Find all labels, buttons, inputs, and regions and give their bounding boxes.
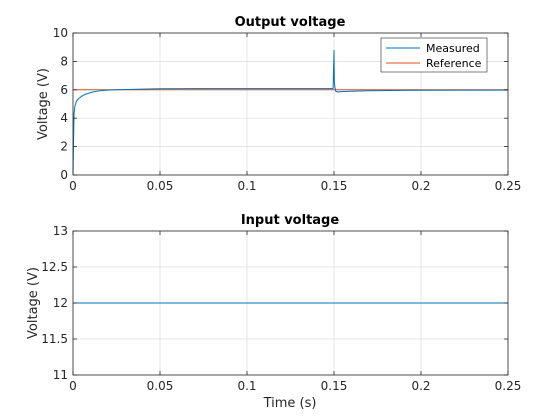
y-tick-label: 12	[53, 296, 68, 310]
x-axis-label: Time (s)	[263, 396, 317, 411]
x-tick-label: 0.25	[495, 379, 522, 393]
ticks: 0 0.05 0.1 0.15 0.2 0.25 0 2 4 6 8 10	[53, 26, 522, 193]
plot-box	[72, 32, 509, 176]
y-axis-label: Voltage (V)	[36, 68, 51, 140]
x-tick-label: 0.1	[237, 179, 256, 193]
chart-title: Output voltage	[235, 15, 346, 30]
y-tick-label: 8	[60, 54, 68, 68]
y-tick-label: 12.5	[41, 260, 68, 274]
x-tick-label: 0.25	[495, 179, 522, 193]
legend-box	[380, 37, 488, 73]
chart-title: Input voltage	[241, 213, 340, 228]
y-tick-label: 6	[60, 83, 68, 97]
measured-line	[72, 50, 509, 176]
x-tick-label: 0.15	[321, 179, 348, 193]
x-tick-label: 0	[69, 179, 77, 193]
x-tick-label: 0.1	[237, 379, 256, 393]
y-tick-label: 13	[53, 224, 68, 238]
x-tick-label: 0.2	[411, 379, 430, 393]
x-tick-label: 0.2	[411, 179, 430, 193]
y-tick-label: 10	[53, 26, 68, 40]
output-voltage-chart: 0 0.05 0.1 0.15 0.2 0.25 0 2 4 6 8 10 Output voltag…	[36, 15, 521, 193]
plot-lines	[72, 50, 509, 176]
legend: Measured Reference	[380, 37, 488, 73]
x-tick-label: 0.15	[321, 379, 348, 393]
y-tick-label: 4	[60, 111, 68, 125]
x-tick-label: 0.05	[147, 379, 174, 393]
y-tick-label: 11	[53, 368, 68, 382]
input-voltage-chart: 0 0.05 0.1 0.15 0.2 0.25 11 11.5 12 12.5 13 Input …	[26, 213, 521, 411]
ticks: 0 0.05 0.1 0.15 0.2 0.25 11 11.5 12 12.5 13	[41, 224, 521, 393]
y-tick-label: 0	[60, 168, 68, 182]
legend-label-measured: Measured	[426, 42, 480, 55]
y-tick-label: 11.5	[41, 332, 68, 346]
x-tick-label: 0	[69, 379, 77, 393]
y-tick-label: 2	[60, 140, 68, 154]
x-tick-label: 0.05	[147, 179, 174, 193]
y-axis-label: Voltage (V)	[26, 267, 41, 339]
legend-label-reference: Reference	[426, 57, 482, 70]
